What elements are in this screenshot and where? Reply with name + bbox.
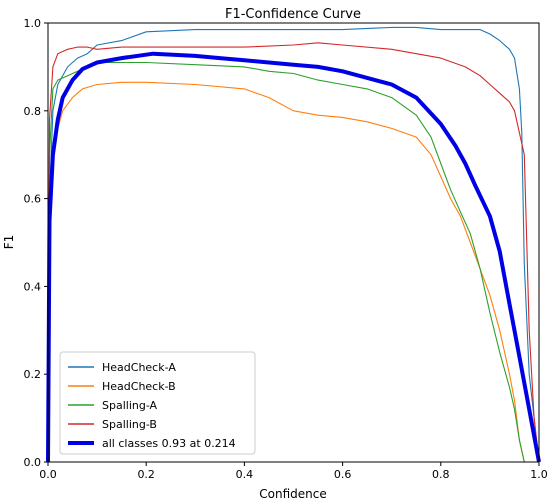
x-axis-label: Confidence xyxy=(259,487,326,501)
legend-entry-label: HeadCheck-B xyxy=(102,380,176,393)
y-tick-label: 1.0 xyxy=(24,17,42,30)
series-line-headcheck-a xyxy=(47,26,540,463)
legend-box xyxy=(59,351,256,455)
x-tick-label: 1.0 xyxy=(530,468,548,481)
legend: HeadCheck-A HeadCheck-B Spalling-A Spalling… xyxy=(59,351,256,455)
y-tick-label: 0.6 xyxy=(24,193,42,206)
x-tick-label: 0.4 xyxy=(236,468,254,481)
x-axis-ticks: 0.0 0.2 0.4 0.6 0.8 1.0 xyxy=(39,462,548,481)
y-axis-ticks: 0.0 0.2 0.4 0.6 0.8 1.0 xyxy=(24,17,48,469)
y-axis-label: F1 xyxy=(2,235,16,250)
plot-frame xyxy=(47,22,540,463)
series-line-spalling-a xyxy=(47,61,525,463)
y-tick-label: 0.2 xyxy=(24,368,42,381)
y-tick-label: 0.8 xyxy=(24,105,42,118)
series-lines xyxy=(46,26,541,463)
x-tick-label: 0.6 xyxy=(334,468,352,481)
series-line-headcheck-b xyxy=(47,81,525,463)
x-tick-label: 0.8 xyxy=(432,468,450,481)
x-tick-label: 0.0 xyxy=(39,468,57,481)
legend-entry-label: HeadCheck-A xyxy=(102,361,176,374)
chart-title: F1-Confidence Curve xyxy=(225,7,361,22)
y-tick-label: 0.0 xyxy=(24,456,42,469)
legend-entry-label: Spalling-B xyxy=(102,418,157,431)
series-line-spalling-b xyxy=(47,42,540,463)
legend-entry-label: Spalling-A xyxy=(102,399,158,412)
series-line-all-classes xyxy=(46,51,541,463)
x-tick-label: 0.2 xyxy=(137,468,155,481)
legend-entry-label: all classes 0.93 at 0.214 xyxy=(102,437,236,450)
y-tick-label: 0.4 xyxy=(24,280,42,293)
